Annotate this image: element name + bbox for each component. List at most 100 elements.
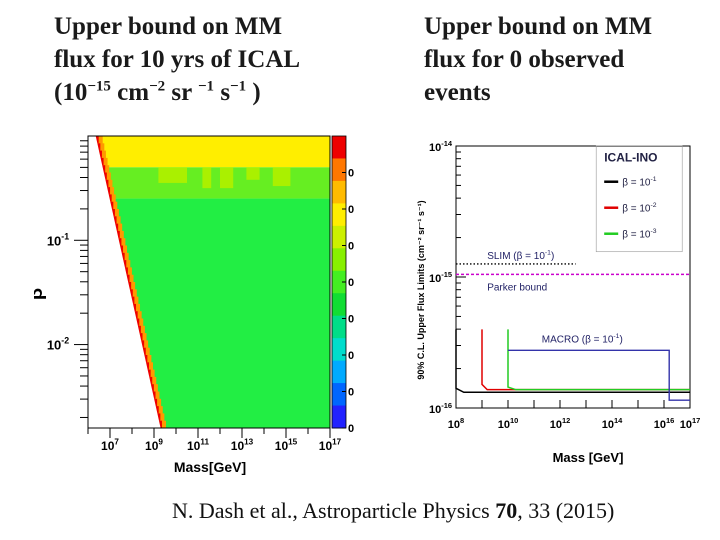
unit-s: s: [214, 79, 231, 106]
colorbar-tick-label: 0.1: [348, 350, 354, 362]
heatmap-x-tick-label: 1011: [187, 438, 209, 453]
heatmap-edge-red: [128, 289, 133, 298]
flux-series: [455, 329, 690, 394]
heatmap-edge-red: [154, 406, 159, 414]
heatmap-edge-red: [140, 340, 145, 349]
heatmap-edge-red: [117, 238, 122, 246]
heatmap-edge-red: [114, 223, 119, 232]
flux-x-tick-label: 1016: [654, 416, 675, 431]
heatmap-y-ticks: 10-1 10-2: [47, 140, 88, 418]
heatmap-edge-red: [153, 398, 158, 407]
heatmap-cells: [88, 136, 330, 429]
colorbar-tick-label: 0: [348, 423, 354, 435]
colorbar-segment: [332, 158, 346, 182]
heatmap-edge-red: [110, 209, 115, 217]
unit-exp3: −1: [198, 78, 215, 95]
heatmap-block-1: [202, 167, 212, 189]
colorbar-tick-label: 0.3: [348, 204, 354, 216]
citation-authors: N. Dash et al., Astroparticle Physics: [172, 498, 496, 523]
heatmap-edge-red: [102, 172, 107, 181]
heatmap-edge-red: [149, 384, 154, 392]
right-title: Upper bound on MM flux for 0 observed ev…: [424, 10, 714, 109]
heatmap-y-label: β: [34, 288, 47, 300]
left-title-units: (10−15 cm−2 sr −1 s−1 ): [54, 76, 384, 109]
right-title-line1: Upper bound on MM: [424, 13, 653, 40]
unit-open: (10: [54, 79, 88, 106]
colorbar-segment: [332, 270, 346, 294]
heatmap-edge-red: [156, 413, 161, 422]
flux-border: [455, 145, 691, 409]
unit-cm: cm: [110, 79, 150, 106]
heatmap-edge-red: [148, 376, 153, 385]
citation: N. Dash et al., Astroparticle Physics 70…: [172, 498, 614, 524]
heatmap-edge-red: [141, 347, 146, 356]
heatmap-edge-orange: [140, 340, 149, 349]
heatmap-edge-red: [107, 194, 112, 203]
heatmap-edge-red: [157, 420, 162, 429]
heatmap-block-2: [220, 167, 234, 189]
colorbar-segment: [332, 180, 346, 204]
heatmap-x-tick-label: 1017: [319, 438, 342, 453]
colorbar-segment: [332, 405, 346, 429]
heatmap-edge-red: [138, 333, 143, 341]
flux-ref-macro-label: MACRO (β = 10-1): [542, 333, 623, 346]
flux-y-tick-label: 10-14: [429, 139, 453, 154]
flux-x-tick-label: 1017: [680, 416, 701, 431]
heatmap-edge-red: [96, 143, 101, 152]
legend-box: [595, 145, 683, 253]
flux-frame: [455, 145, 691, 409]
colorbar-segment: [332, 203, 346, 227]
flux-x-tick-label: 1010: [498, 416, 519, 431]
heatmap-edge-red: [122, 260, 127, 268]
heatmap-edge-red: [132, 303, 137, 312]
heatmap-edge-red: [135, 318, 140, 327]
flux-y-label: 90% C.L. Upper Flux Limits (cm⁻² sr⁻¹ s⁻…: [416, 200, 426, 379]
right-title-line2: flux for 0 observed: [424, 46, 625, 73]
heatmap-edge-red: [133, 311, 138, 319]
left-title: Upper bound on MM flux for 10 yrs of ICA…: [54, 10, 384, 109]
flux-reference-lines: SLIM (β = 10-1) Parker bound MACRO (β = 10…: [456, 249, 690, 401]
legend-title: ICAL-INO: [604, 151, 657, 165]
heatmap-edge-red: [123, 267, 128, 276]
right-title-line3: events: [424, 79, 491, 106]
flux-x-tick-label: 108: [448, 416, 464, 431]
colorbar-tick-label: 0.35: [348, 168, 354, 180]
left-title-line1: Upper bound on MM: [54, 13, 283, 40]
unit-exp2: −2: [149, 78, 166, 95]
heatmap-edge-red: [94, 136, 99, 144]
left-title-line2: flux for 10 yrs of ICAL: [54, 46, 301, 73]
heatmap-edge-red: [109, 201, 114, 210]
heatmap-y-tick-label: 10-1: [47, 231, 69, 248]
colorbar-segment: [332, 315, 346, 339]
heatmap-x-tick-label: 109: [145, 438, 163, 453]
heatmap-edge-red: [125, 274, 130, 283]
heatmap-colorbar: 0.35 0.3 0.25 0.2 0.15 0.1 0.05 0: [331, 135, 354, 435]
heatmap-block-3: [246, 167, 260, 180]
colorbar-segment: [332, 225, 346, 249]
colorbar-tick-label: 0.15: [348, 314, 354, 326]
heatmap-edge-red: [101, 165, 106, 173]
colorbar-segment: [332, 248, 346, 272]
heatmap-x-ticks: 107 109 1011 1013 1015 1017: [87, 428, 342, 453]
heatmap-edge-orange: [156, 413, 165, 422]
heatmap-block-4: [272, 167, 291, 187]
heatmap-x-tick-label: 1015: [275, 438, 298, 453]
colorbar-segment: [332, 383, 346, 407]
heatmap-edge-red: [143, 355, 148, 363]
colorbar-tick-label: 0.2: [348, 277, 354, 289]
heatmap-edge-red: [130, 296, 135, 305]
heatmap-edge-red: [104, 179, 109, 188]
flux-y-tick-label: 10-15: [429, 270, 452, 285]
flux-ref-macro-line: [508, 349, 690, 401]
heatmap-edge-orange: [136, 325, 145, 334]
legend-entry-label: β = 10-3: [622, 228, 657, 241]
heatmap-edge-red: [146, 369, 151, 378]
heatmap-y-tick-label: 10-2: [47, 336, 69, 353]
citation-volume: 70: [495, 498, 518, 523]
heatmap-edge-red: [99, 157, 104, 166]
legend-entry-label: β = 10-2: [622, 202, 657, 215]
flux-y-ticks: 10-14 10-15 10-16: [429, 139, 466, 416]
unit-sr: sr: [165, 79, 198, 106]
citation-pages: , 33 (2015): [517, 498, 615, 523]
colorbar-segment: [332, 360, 346, 384]
